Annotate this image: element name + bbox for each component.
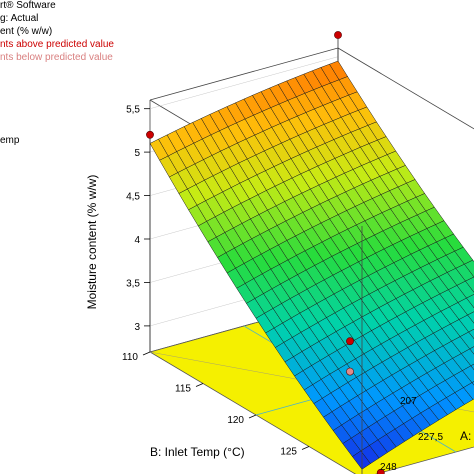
x-axis-label: A: xyxy=(460,429,471,443)
header-line-0: rt® Software xyxy=(0,0,56,11)
design-point-above xyxy=(346,337,354,346)
surface-cell xyxy=(459,331,474,350)
surface-cell xyxy=(463,382,474,400)
z-tick-label: 5 xyxy=(134,148,140,159)
header-side-text: emp xyxy=(0,135,20,146)
y-tick-label: 120 xyxy=(227,415,244,426)
header-line-1: g: Actual xyxy=(0,13,39,24)
header-line-above: nts above predicted value xyxy=(0,39,114,50)
header-line-2: ent (% w/w) xyxy=(0,26,53,37)
surface-cell xyxy=(466,294,474,309)
z-axis-label: Moisture content (% w/w) xyxy=(85,175,99,310)
design-points xyxy=(146,31,385,474)
y-tick-mark xyxy=(195,383,204,387)
surface-cell xyxy=(469,346,474,355)
surface-cell xyxy=(458,314,474,333)
z-tick-label: 5,5 xyxy=(126,105,140,116)
surface-cell xyxy=(470,363,474,371)
z-tick-label: 3 xyxy=(134,322,140,333)
z-tick-label: 4 xyxy=(134,235,140,246)
y-tick-mark xyxy=(301,446,310,450)
y-tick-mark xyxy=(248,414,257,419)
y-tick-label: 110 xyxy=(122,352,138,363)
y-tick-mark xyxy=(142,351,151,356)
surface-cell xyxy=(468,328,474,340)
x-tick-label: 248 xyxy=(380,462,397,473)
x-tick-label: 227,5 xyxy=(418,432,443,443)
back-wall-gridline xyxy=(149,56,339,109)
surface-cell xyxy=(456,280,474,299)
axis-labels: Moisture content (% w/w) B: Inlet Temp (°… xyxy=(85,175,471,459)
surface-cell xyxy=(464,259,474,278)
header-line-below: nts below predicted value xyxy=(0,52,113,63)
z-tick-label: 3,5 xyxy=(126,279,140,290)
design-point-above xyxy=(146,130,154,139)
design-point-below xyxy=(346,367,354,376)
surface-cell xyxy=(467,311,474,324)
surface-cell xyxy=(465,276,474,293)
z-tick-label: 4,5 xyxy=(126,192,140,203)
box-edge-back-top xyxy=(149,47,339,101)
y-axis-label: B: Inlet Temp (°C) xyxy=(150,445,245,459)
y-tick-label: 125 xyxy=(280,447,297,458)
surface-cell xyxy=(462,365,474,383)
surface-cell xyxy=(455,263,474,282)
box-edge-right-top xyxy=(337,47,474,130)
surface-cell xyxy=(460,348,474,367)
design-point-above xyxy=(376,468,385,474)
y-tick-label: 115 xyxy=(175,384,191,395)
x-tick-label: 207 xyxy=(400,396,417,407)
response-surface xyxy=(149,60,474,470)
design-point-above xyxy=(334,31,342,39)
surface-cell xyxy=(457,297,474,316)
